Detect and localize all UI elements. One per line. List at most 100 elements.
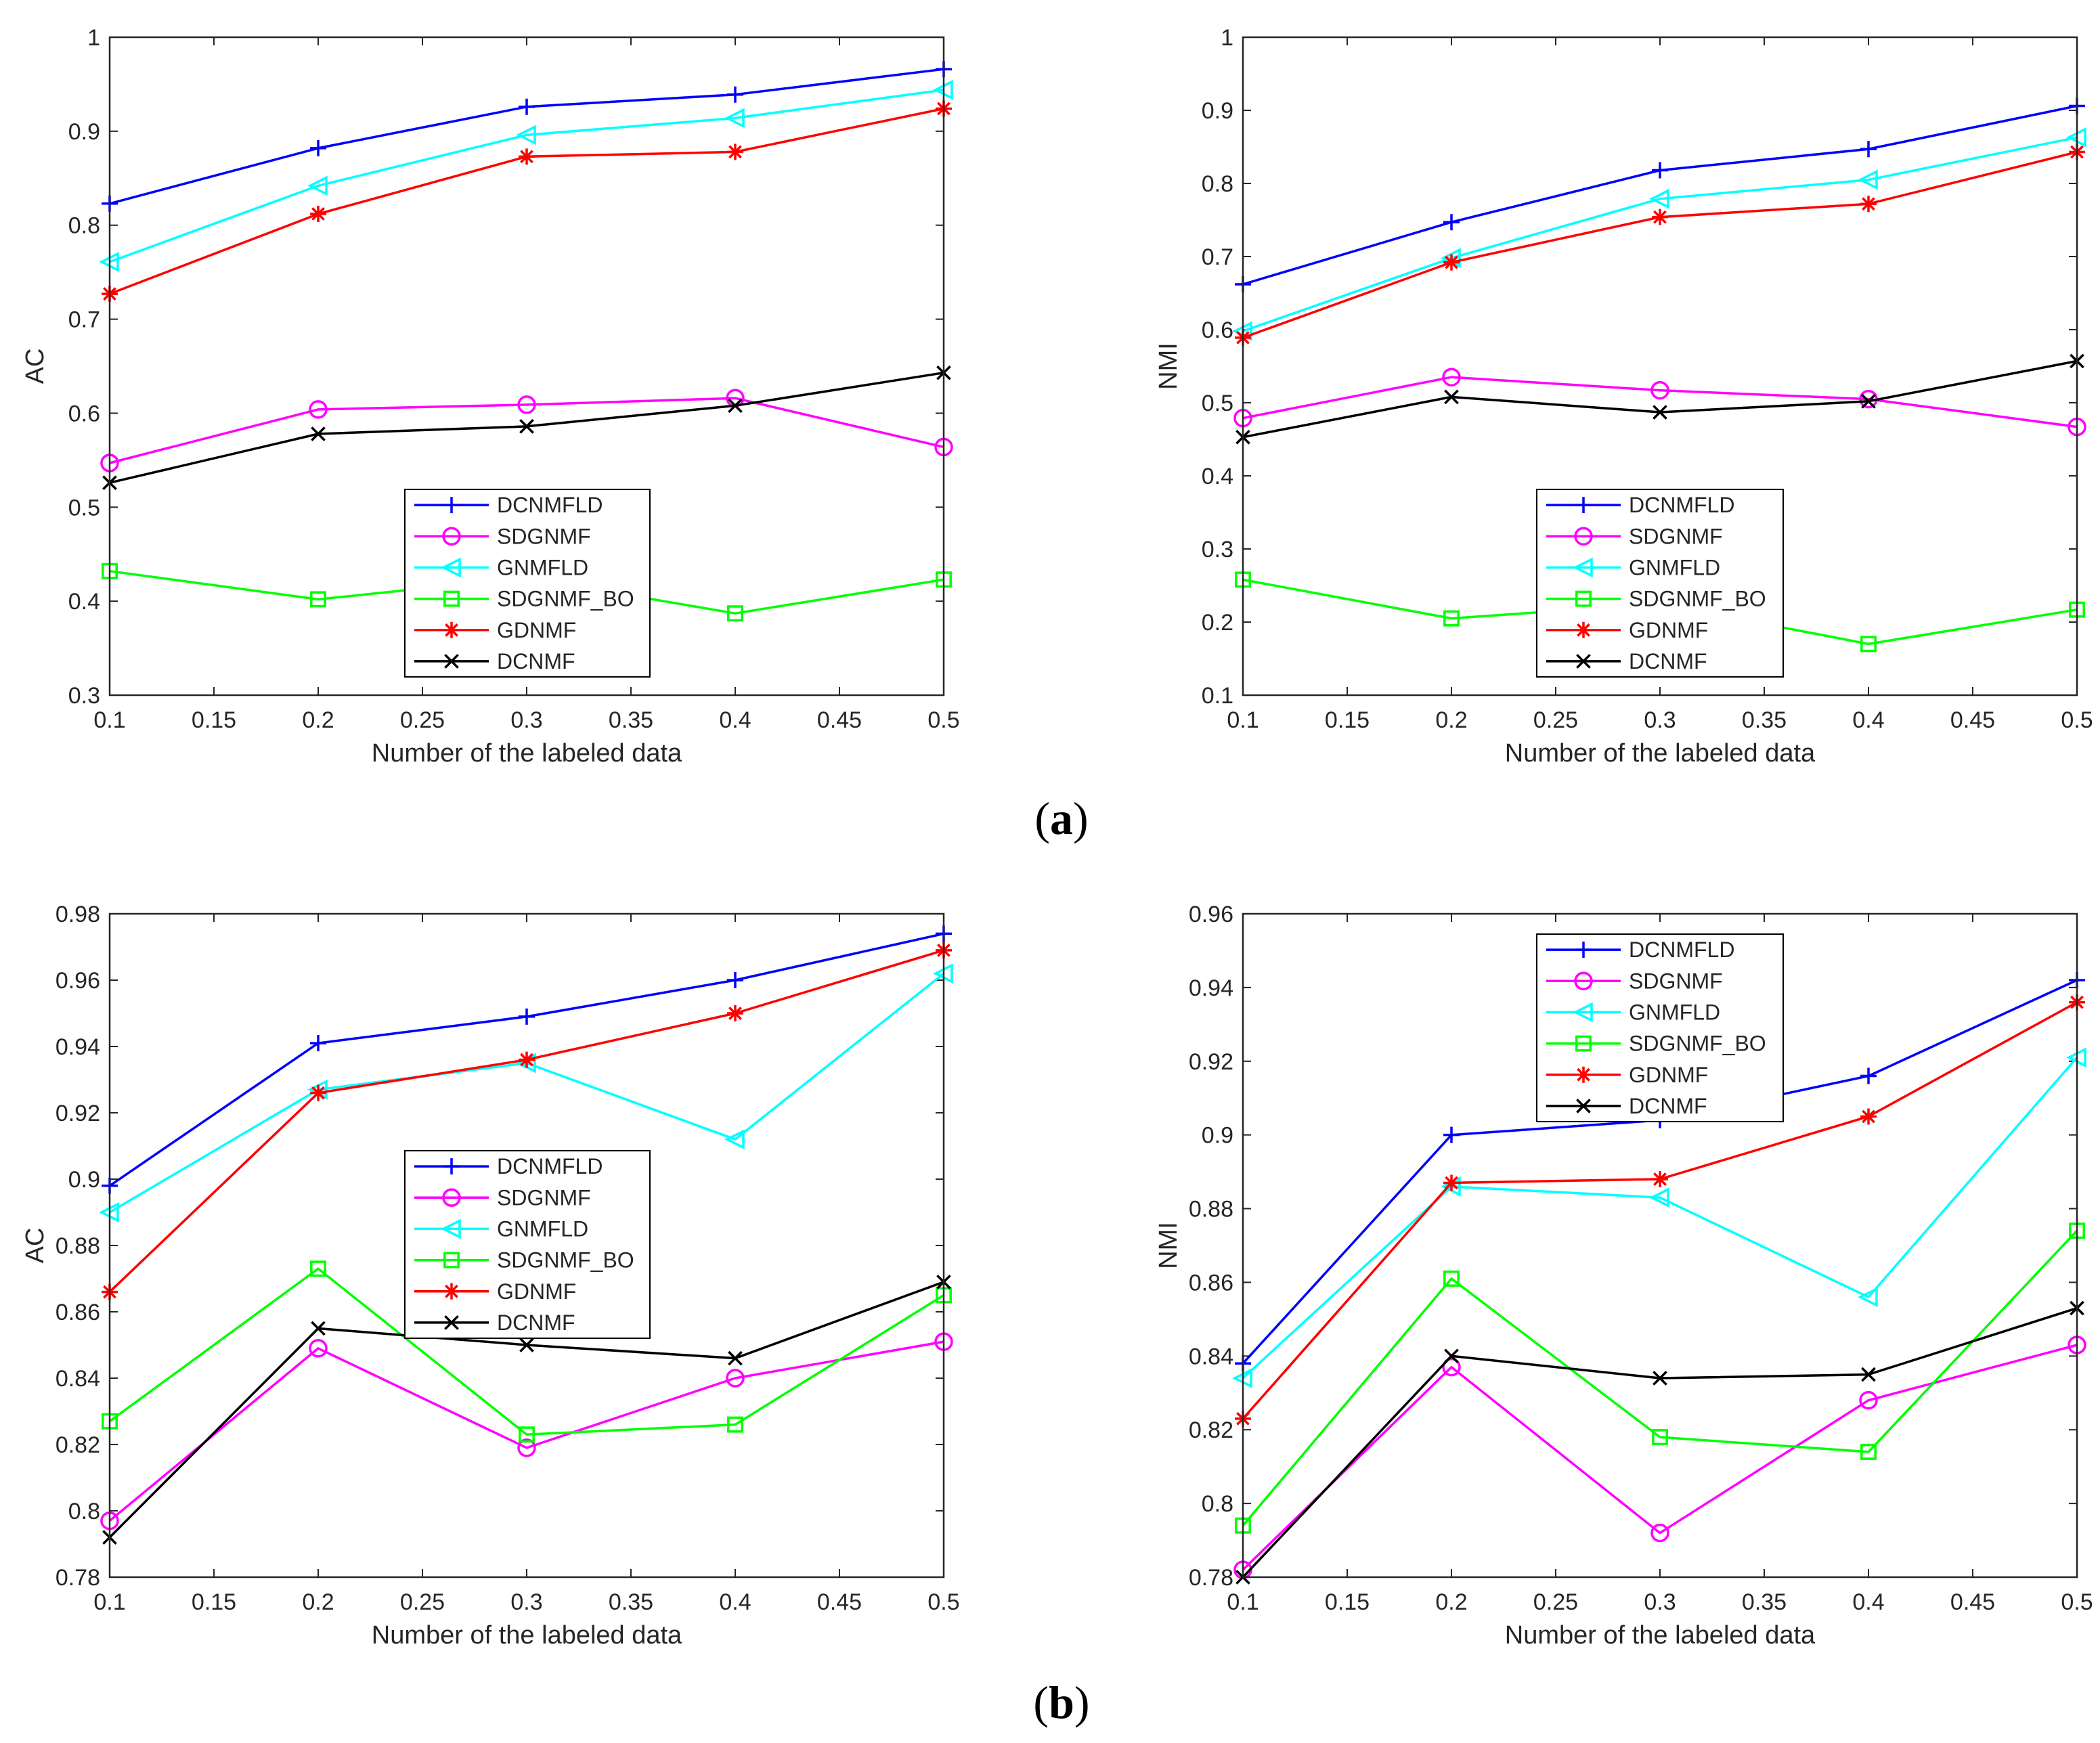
panel-label-a-letter: a <box>1050 793 1073 844</box>
chart-1-series-sdgnmf-point <box>517 395 536 414</box>
chart-3-legend-entry-dcnmf-marker <box>444 1315 459 1330</box>
chart-1-ytick-label: 0.5 <box>68 495 100 521</box>
chart-3-legend-entry-gnmfld: GNMFLD <box>414 1216 588 1241</box>
chart-4-series-sdgnmf-line <box>1242 1344 2078 1571</box>
chart-3-xtick-label: 0.45 <box>817 1589 862 1615</box>
chart-3-series-sdgnmf-bo-point <box>727 1416 743 1433</box>
chart-4-series-dcnmf-point <box>1861 1367 1876 1382</box>
chart-3-xlabel: Number of the labeled data <box>372 1621 682 1650</box>
chart-4-xtick-label: 0.25 <box>1533 1589 1578 1615</box>
chart-4-series-gnmfld-point <box>1858 1287 1878 1308</box>
chart-4-axes-box <box>1242 912 2078 1579</box>
chart-4-xtick-label: 0.45 <box>1950 1589 1995 1615</box>
chart-4-series-gdnmf-point <box>1443 1174 1460 1191</box>
chart-3-legend-box <box>404 1150 651 1339</box>
chart-1-ytick-label: 0.7 <box>68 307 100 333</box>
chart-3-ytick-label: 0.86 <box>56 1300 100 1325</box>
chart-2-ytick-label: 0.9 <box>1202 98 1233 124</box>
chart-3-legend: DCNMFLD SDGNMF GNMFLD SDGNMF_BO GDNMF DCNMF <box>404 1150 651 1339</box>
chart-4-xtick-label: 0.1 <box>1227 1589 1259 1615</box>
chart-2-legend-entry-gnmfld-label: GNMFLD <box>1629 555 1720 579</box>
chart-4-legend-entry-dcnmfld-marker <box>1575 942 1592 958</box>
chart-4-series-gnmfld-point <box>1649 1187 1669 1208</box>
chart-2-series-dcnmfld-point <box>1652 162 1668 179</box>
chart-1-ytick-label: 0.3 <box>68 683 100 709</box>
chart-1-xtick-label: 0.1 <box>93 707 125 733</box>
chart-2-ytick-label: 0.6 <box>1202 317 1233 343</box>
chart-3-series-sdgnmf-bo-point <box>519 1426 535 1443</box>
chart-3-ytick-label: 0.84 <box>56 1366 100 1392</box>
chart-4-legend-entry-sdgnmf-bo-marker <box>1575 1035 1592 1052</box>
chart-1-legend-entry-dcnmfld-label: DCNMFLD <box>497 493 603 517</box>
chart-4-ytick-label: 0.82 <box>1189 1417 1233 1443</box>
chart-4-ytick-label: 0.78 <box>1189 1565 1233 1591</box>
chart-4-series-sdgnmf-bo-point <box>1443 1271 1460 1287</box>
chart-3-legend-entry-dcnmf-label: DCNMF <box>497 1310 575 1335</box>
chart-3-ylabel: AC <box>21 1228 49 1264</box>
chart-3-series-dcnmf-point <box>728 1350 743 1366</box>
chart-3-legend-entry-gnmfld-label: GNMFLD <box>497 1216 588 1241</box>
chart-1-legend-entry-gdnmf: GDNMF <box>414 618 576 642</box>
chart-4-series-sdgnmf-bo-line <box>1242 1229 2078 1526</box>
chart-1-ytick-label: 0.8 <box>68 213 100 239</box>
chart-4-ytick-label: 0.88 <box>1189 1197 1233 1222</box>
chart-2-xlabel: Number of the labeled data <box>1505 739 1816 768</box>
chart-3-ytick-label: 0.82 <box>56 1432 100 1458</box>
chart-2-series-dcnmf-point <box>1653 405 1667 420</box>
chart-1-legend-entry-dcnmfld-marker <box>443 497 460 514</box>
chart-3-legend-entry-dcnmfld-marker <box>443 1158 460 1175</box>
chart-1-series-sdgnmf-bo-point <box>727 605 743 622</box>
chart-2-series-sdgnmf-point <box>1442 368 1461 387</box>
chart-2-legend-entry-gnmfld: GNMFLD <box>1546 555 1720 579</box>
chart-1-legend: DCNMFLD SDGNMF GNMFLD SDGNMF_BO GDNMF DCNMF <box>404 489 651 678</box>
chart-4-series-dcnmf <box>1235 1300 2084 1585</box>
chart-1-series-sdgnmf-line <box>109 397 944 464</box>
chart-2-legend-entry-sdgnmf-bo-marker <box>1575 590 1592 607</box>
chart-1-series-gdnmf-point <box>519 148 535 165</box>
chart-1-legend-entry-gdnmf-label: GDNMF <box>497 618 576 642</box>
chart-1-ytick-label: 0.6 <box>68 401 100 426</box>
chart-1-series-sdgnmf-point <box>309 400 328 419</box>
chart-1-xtick-label: 0.15 <box>192 707 236 733</box>
chart-1-series-dcnmf-point <box>519 419 534 434</box>
chart-2-legend-entry-gnmfld-marker <box>1573 557 1593 578</box>
chart-4-ytick-label: 0.8 <box>1202 1491 1233 1517</box>
chart-4-legend-entry-sdgnmf: SDGNMF <box>1546 969 1723 993</box>
chart-1-xtick-label: 0.5 <box>927 707 959 733</box>
chart-3-series-dcnmf-point <box>311 1321 326 1336</box>
chart-4-ylabel: NMI <box>1154 1222 1183 1269</box>
chart-3-ytick-label: 0.88 <box>56 1233 100 1259</box>
chart-4-ytick-label: 0.84 <box>1189 1344 1233 1369</box>
chart-1-legend-entry-sdgnmf-label: SDGNMF <box>497 524 591 548</box>
chart-3-series-sdgnmf-line <box>108 1340 944 1522</box>
chart-3-series-dcnmfld-point <box>310 1035 326 1052</box>
chart-1-legend-entry-sdgnmf: SDGNMF <box>414 524 591 548</box>
chart-1-legend-entry-sdgnmf-bo: SDGNMF_BO <box>414 587 634 611</box>
chart-4-series-dcnmf-point <box>1653 1371 1667 1386</box>
chart-4-xtick-label: 0.4 <box>1852 1589 1884 1615</box>
chart-1-xtick-label: 0.45 <box>817 707 862 733</box>
chart-4-series-gdnmf-point <box>1652 1171 1668 1187</box>
chart-2-legend-entry-dcnmfld-marker <box>1575 497 1592 514</box>
chart-3-xtick-label: 0.3 <box>510 1589 542 1615</box>
chart-3-series-gdnmf <box>102 942 952 1300</box>
chart-1-series-gnmfld-point <box>307 175 328 196</box>
chart-3-series-sdgnmf-point <box>517 1438 536 1457</box>
chart-1-xtick-label: 0.4 <box>719 707 751 733</box>
panel-label-b: (b) <box>1033 1677 1089 1728</box>
chart-1-legend-entry-dcnmf-label: DCNMF <box>497 649 575 674</box>
chart-3-series-gnmfld-point <box>724 1129 745 1150</box>
chart-2-legend-entry-dcnmfld: DCNMFLD <box>1546 493 1734 517</box>
chart-4-legend-entry-gdnmf: GDNMF <box>1546 1063 1708 1087</box>
chart-2-axes-box <box>1242 36 2078 697</box>
chart-3-xtick-label: 0.35 <box>609 1589 653 1615</box>
chart-4-legend-entry-gnmfld: GNMFLD <box>1546 1000 1720 1024</box>
chart-4-legend-box <box>1536 933 1784 1122</box>
chart-2-legend-entry-sdgnmf: SDGNMF <box>1546 524 1723 548</box>
chart-3-series-gdnmf-point <box>519 1051 535 1068</box>
chart-3-xtick-label: 0.5 <box>927 1589 959 1615</box>
chart-3-legend-entry-sdgnmf: SDGNMF <box>414 1185 591 1210</box>
chart-4: 0.1 0.15 0.2 0.25 0.3 0.35 0.4 0.45 0.5 0.78 0.8 0.… <box>1154 902 2093 1650</box>
chart-1-legend-entry-dcnmfld: DCNMFLD <box>414 493 603 517</box>
chart-4-legend-entry-dcnmfld-label: DCNMFLD <box>1629 937 1734 962</box>
